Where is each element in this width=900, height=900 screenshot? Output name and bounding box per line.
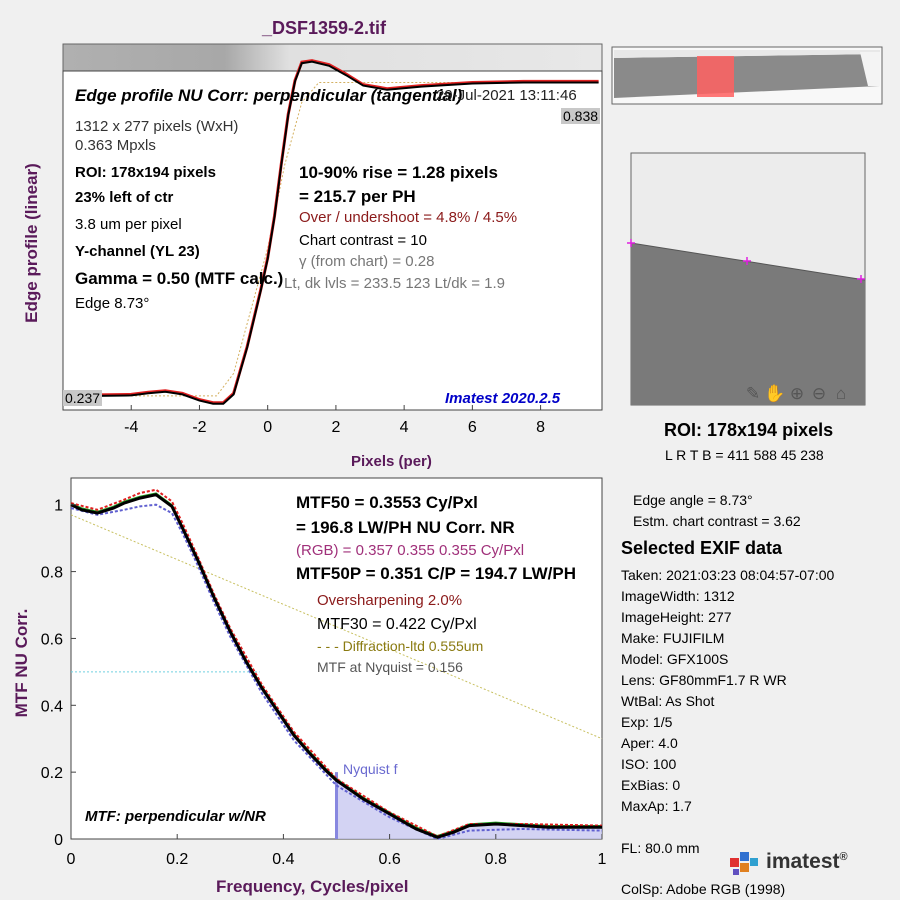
mtf-xlabel: Frequency, Cycles/pixel: [216, 877, 409, 896]
mtf50-text: MTF50 = 0.3553 Cy/Pxl: [296, 493, 478, 512]
mtf-footer-label: MTF: perpendicular w/NR: [85, 808, 266, 825]
zoom-in-icon[interactable]: ⊕: [789, 384, 805, 403]
edge-x-tick-label: -4: [124, 419, 138, 436]
pan-hand-icon[interactable]: ✋: [764, 384, 786, 403]
lwph-text: = 196.8 LW/PH NU Corr. NR: [296, 518, 515, 537]
chart-contrast-text: Chart contrast = 10: [299, 232, 427, 249]
exif-line: Lens: GF80mmF1.7 R WR: [621, 672, 787, 688]
edge-info-line: 0.363 Mpxls: [75, 137, 156, 154]
diffraction-line: [70, 514, 603, 740]
edge-profile-curve: [63, 60, 599, 405]
edge-angle-text: Edge angle = 8.73°: [633, 492, 753, 508]
edge-low-value: 0.237: [63, 390, 103, 406]
edge-ylabel: Edge profile (linear): [22, 163, 41, 323]
exif-title: Selected EXIF data: [621, 538, 783, 558]
per-ph-text: = 215.7 per PH: [299, 187, 416, 206]
mtf-y-tick-label: 0.6: [41, 631, 63, 648]
roi-lrtb: L R T B = 411 588 45 238: [665, 447, 824, 463]
mtf-x-tick-label: 0.2: [166, 851, 188, 868]
estm-contrast-text: Estm. chart contrast = 3.62: [633, 513, 801, 529]
exif-line: WtBal: As Shot: [621, 693, 715, 709]
exif-colsp: ColSp: Adobe RGB (1998): [621, 881, 786, 897]
exif-line: Model: GFX100S: [621, 651, 729, 667]
mtf-x-tick-label: 0.8: [485, 851, 507, 868]
edge-info-line: Y-channel (YL 23): [75, 243, 200, 260]
edge-info-line: 1312 x 277 pixels (WxH): [75, 118, 239, 135]
edge-info-line: ROI: 178x194 pixels: [75, 164, 216, 181]
imatest-version: Imatest 2020.2.5: [445, 390, 561, 407]
imatest-logo-icon: [730, 852, 758, 875]
edge-info-line: 3.8 um per pixel: [75, 216, 182, 233]
levels-text: Lt, dk lvls = 233.5 123 Lt/dk = 1.9: [284, 275, 505, 292]
roi-marker: [697, 56, 734, 97]
home-icon[interactable]: ⌂: [835, 384, 847, 403]
exif-line: Aper: 4.0: [621, 735, 678, 751]
imatest-brand: imatest®: [766, 850, 848, 873]
mtf-y-tick-label: 0.8: [41, 565, 63, 582]
rise-text: 10-90% rise = 1.28 pixels: [299, 163, 498, 182]
edge-x-tick-label: -2: [192, 419, 206, 436]
exif-line: Exp: 1/5: [621, 714, 673, 730]
edge-x-tick-label: 6: [468, 419, 477, 436]
overshoot-text: Over / undershoot = 4.8% / 4.5%: [299, 209, 518, 226]
mtf-y-curve: [70, 493, 602, 839]
edge-x-tick-label: 0: [263, 419, 272, 436]
mtf-ticks: 0 0.2 0.4 0.6 0.8 1 0 0.2 0.4 0.6 0.8 1: [41, 498, 607, 868]
mtf50p-text: MTF50P = 0.351 C/P = 194.7 LW/PH: [296, 564, 577, 583]
mtf-x-tick-label: 0: [67, 851, 76, 868]
gamma-chart-text: γ (from chart) = 0.28: [299, 253, 435, 270]
edge-plot-frame: [62, 70, 603, 411]
exif-fl: FL: 80.0 mm: [621, 840, 700, 856]
mtf-y-tick-label: 0.2: [41, 765, 63, 782]
exif-line: MaxAp: 1.7: [621, 798, 692, 814]
exif-line: ISO: 100: [621, 756, 677, 772]
mtf-x-tick-label: 0.6: [378, 851, 400, 868]
diffraction-text: - - - Diffraction-ltd 0.555um: [317, 638, 484, 654]
nyquist-label: Nyquist f: [343, 761, 398, 777]
mtf-y-tick-label: 0.4: [41, 698, 63, 715]
exif-line: ImageWidth: 1312: [621, 588, 735, 604]
exif-line: Make: FUJIFILM: [621, 630, 725, 646]
rgb-text: (RGB) = 0.357 0.355 0.355 Cy/Pxl: [296, 542, 525, 559]
mtf-y-tick-label: 1: [54, 498, 63, 515]
roi-label: ROI: 178x194 pixels: [664, 420, 834, 440]
mtf30-text: MTF30 = 0.422 Cy/Pxl: [317, 616, 477, 633]
mtf-blue-curve: [70, 503, 603, 841]
exif-line: Taken: 2021:03:23 08:04:57-07:00: [621, 567, 835, 583]
edge-high-value: 0.838: [561, 108, 601, 124]
mtf-x-tick-label: 0.4: [272, 851, 294, 868]
edge-info-line: Gamma = 0.50 (MTF calc.): [75, 269, 284, 288]
edit-icon[interactable]: ✎: [745, 384, 761, 403]
edge-x-tick-label: 4: [400, 419, 409, 436]
edge-timestamp: 29-Jul-2021 13:11:46: [436, 87, 577, 104]
edge-x-tick-label: 2: [331, 419, 340, 436]
edge-info-line: 23% left of ctr: [75, 189, 174, 206]
mtf-x-tick-label: 1: [598, 851, 607, 868]
zoom-out-icon[interactable]: ⊖: [811, 384, 827, 403]
mtf-ylabel: MTF NU Corr.: [12, 608, 31, 718]
plot-toolbar: ✎ ✋ ⊕ ⊖ ⌂: [742, 384, 852, 404]
edge-xlabel: Pixels (per): [351, 453, 432, 470]
edge-x-tick-label: 8: [536, 419, 545, 436]
nyquist-mtf-text: MTF at Nyquist = 0.156: [317, 659, 463, 675]
mtf-y-tick-label: 0: [54, 832, 63, 849]
exif-line: ExBias: 0: [621, 777, 681, 793]
exif-line: ImageHeight: 277: [621, 609, 732, 625]
edge-plot-title: Edge profile NU Corr: perpendicular (tan…: [75, 86, 463, 105]
edge-info-line: Edge 8.73°: [75, 295, 150, 312]
oversharpen-text: Oversharpening 2.0%: [317, 592, 463, 609]
edge-x-ticks: -4 -2 0 2 4 6 8: [124, 405, 545, 436]
window-title: _DSF1359-2.tif: [262, 18, 387, 38]
